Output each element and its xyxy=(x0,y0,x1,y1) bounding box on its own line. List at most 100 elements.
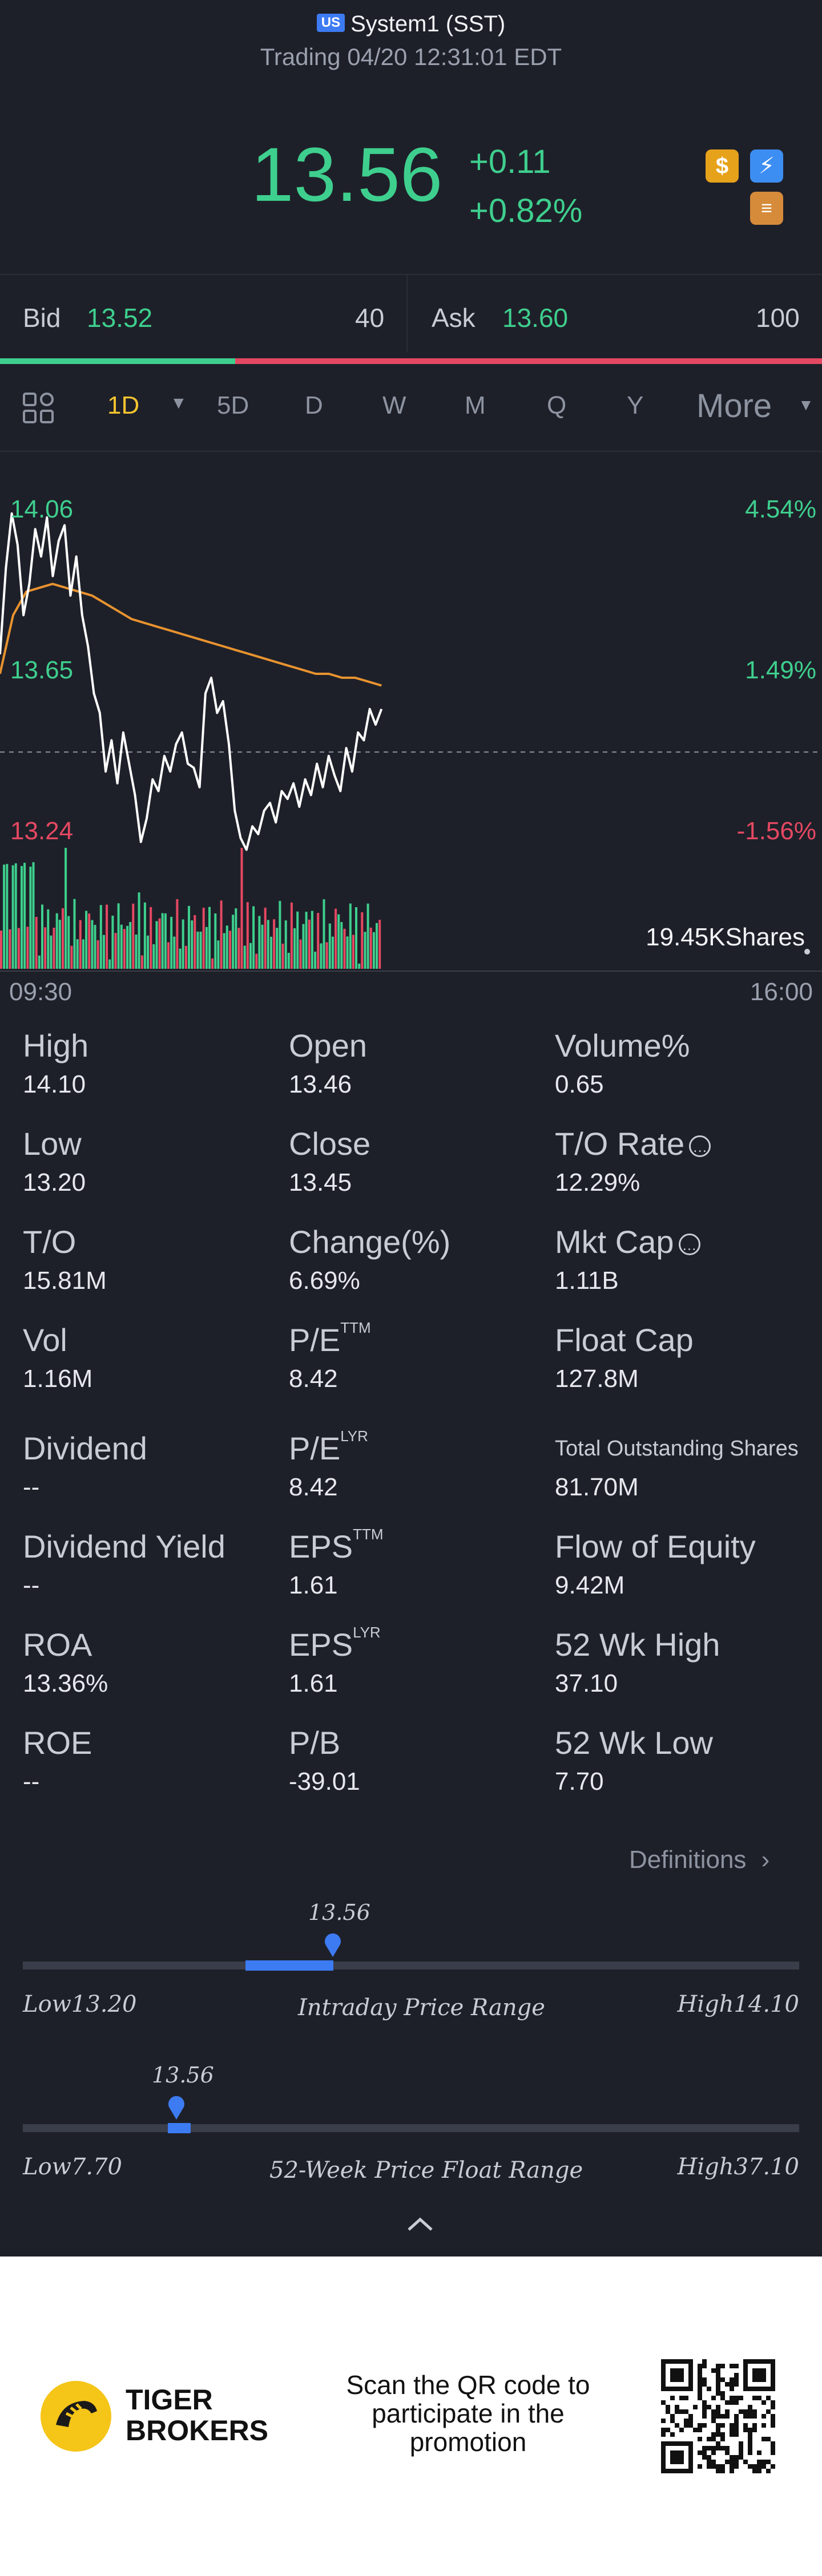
stat-label-text: P/E xyxy=(289,1322,341,1358)
flash-icon[interactable]: ⚡ xyxy=(750,149,783,183)
qr-module xyxy=(702,2405,707,2409)
volume-bar xyxy=(352,935,354,969)
volume-bar xyxy=(152,944,155,969)
qr-module xyxy=(752,2423,757,2428)
tab-d[interactable]: D xyxy=(305,391,323,419)
volume-bar xyxy=(369,927,372,969)
qr-module xyxy=(752,2409,757,2414)
volume-bar xyxy=(32,862,35,969)
qr-module xyxy=(716,2423,720,2428)
stat-label-text: Flow of Equity xyxy=(555,1528,756,1564)
qr-module xyxy=(771,2400,775,2405)
volume-bar xyxy=(67,916,70,969)
stat-label: EPSLYR xyxy=(289,1624,381,1663)
qr-module xyxy=(739,2409,743,2414)
volume-bar xyxy=(264,907,267,969)
ask-qty: 100 xyxy=(756,303,800,333)
tab-w[interactable]: W xyxy=(382,391,406,419)
stat-label[interactable]: Mkt Cap… xyxy=(555,1223,700,1260)
info-icon[interactable]: … xyxy=(689,1135,711,1158)
volume-bar xyxy=(150,907,152,969)
stat-value: 37.10 xyxy=(555,1669,618,1697)
qr-module xyxy=(720,2446,725,2450)
definitions-link[interactable]: Definitions › xyxy=(629,1846,769,1874)
volume-bar xyxy=(364,932,366,969)
tab-q[interactable]: Q xyxy=(547,391,567,419)
chevron-down-icon[interactable]: ▼ xyxy=(170,394,187,413)
qr-module xyxy=(716,2382,720,2387)
qr-module xyxy=(702,2414,707,2419)
stat-label-text: Volume% xyxy=(555,1028,690,1063)
chart-canvas xyxy=(0,512,822,972)
stat-label: Change(%) xyxy=(289,1223,450,1260)
intraday-range: 13.56 Low13.20 Intraday Price Range High… xyxy=(0,1894,822,2054)
stat-label-text: T/O xyxy=(23,1224,76,1260)
qr-module xyxy=(711,2409,716,2414)
stat-value: 13.36% xyxy=(23,1669,108,1697)
volume-bar xyxy=(194,915,196,969)
volume-bar xyxy=(173,936,176,969)
qr-module xyxy=(771,2450,775,2455)
qr-module xyxy=(730,2396,734,2400)
stat-label: P/B xyxy=(289,1724,340,1761)
stat-label: Total Outstanding Shares xyxy=(555,1437,799,1461)
qr-module xyxy=(725,2446,730,2450)
qr-module xyxy=(711,2446,716,2450)
stock-title-row[interactable]: US System1 (SST) xyxy=(0,11,822,37)
volume-bar xyxy=(258,916,261,969)
pct-axis-high-label: 4.54% xyxy=(745,495,816,523)
volume-bar xyxy=(126,925,129,969)
stat-label[interactable]: T/O Rate… xyxy=(555,1125,711,1162)
dollar-icon[interactable]: $ xyxy=(706,149,739,183)
qr-module xyxy=(702,2377,707,2382)
chevron-up-icon[interactable] xyxy=(403,2214,437,2234)
volume-bar xyxy=(108,959,111,969)
volume-bar xyxy=(191,920,194,969)
grid-icon[interactable] xyxy=(22,391,55,424)
stack-icon[interactable]: ≡ xyxy=(750,192,783,225)
qr-module xyxy=(707,2460,711,2464)
info-icon[interactable]: … xyxy=(678,1234,700,1256)
stat-label-text: P/B xyxy=(289,1725,341,1761)
volume-bar xyxy=(376,923,378,969)
qr-module xyxy=(720,2464,725,2469)
volume-bar xyxy=(279,901,281,969)
volume-bar xyxy=(11,865,14,969)
promo-text: Scan the QR code to participate in the p… xyxy=(346,2370,590,2457)
qr-module xyxy=(688,2423,693,2428)
volume-bar xyxy=(17,928,20,969)
tab-more[interactable]: More xyxy=(696,387,772,424)
volume-bar xyxy=(270,936,272,969)
tab-1d[interactable]: 1D xyxy=(107,391,140,419)
volume-bar xyxy=(323,899,325,969)
volume-bar xyxy=(147,935,149,969)
qr-module xyxy=(734,2464,739,2469)
qr-module xyxy=(748,2464,752,2469)
more-chevron-icon[interactable]: ▼ xyxy=(798,396,814,414)
qr-module xyxy=(771,2464,775,2469)
tab-5d[interactable]: 5D xyxy=(217,391,249,419)
avg-price-line xyxy=(0,583,382,687)
qr-module xyxy=(698,2464,702,2469)
qr-module xyxy=(730,2377,734,2382)
intraday-chart[interactable]: 14.06 13.65 13.24 4.54% 1.49% -1.56% 19.… xyxy=(0,451,822,1021)
qr-module xyxy=(734,2419,739,2423)
qr-module xyxy=(730,2460,734,2464)
week52-high-label: High37.10 xyxy=(677,2154,799,2180)
volume-bar xyxy=(349,903,352,969)
volume-bar xyxy=(62,908,64,969)
qr-module xyxy=(702,2400,707,2405)
tab-y[interactable]: Y xyxy=(627,391,644,419)
bid-ask-panel: Bid 13.52 40 Ask 13.60 100 xyxy=(0,274,822,361)
qr-module xyxy=(771,2446,775,2450)
volume-bar xyxy=(361,912,364,969)
stat-label: 52 Wk Low xyxy=(555,1724,713,1761)
tab-m[interactable]: M xyxy=(465,391,486,419)
qr-module xyxy=(666,2405,670,2409)
ask-price: 13.60 xyxy=(502,303,569,333)
volume-bar xyxy=(320,943,323,969)
stat-label-superscript: TTM xyxy=(353,1526,384,1543)
stat-value: 13.20 xyxy=(23,1168,86,1196)
stat-label: P/ETTM xyxy=(289,1319,371,1358)
stat-label-text: 52 Wk High xyxy=(555,1627,720,1663)
